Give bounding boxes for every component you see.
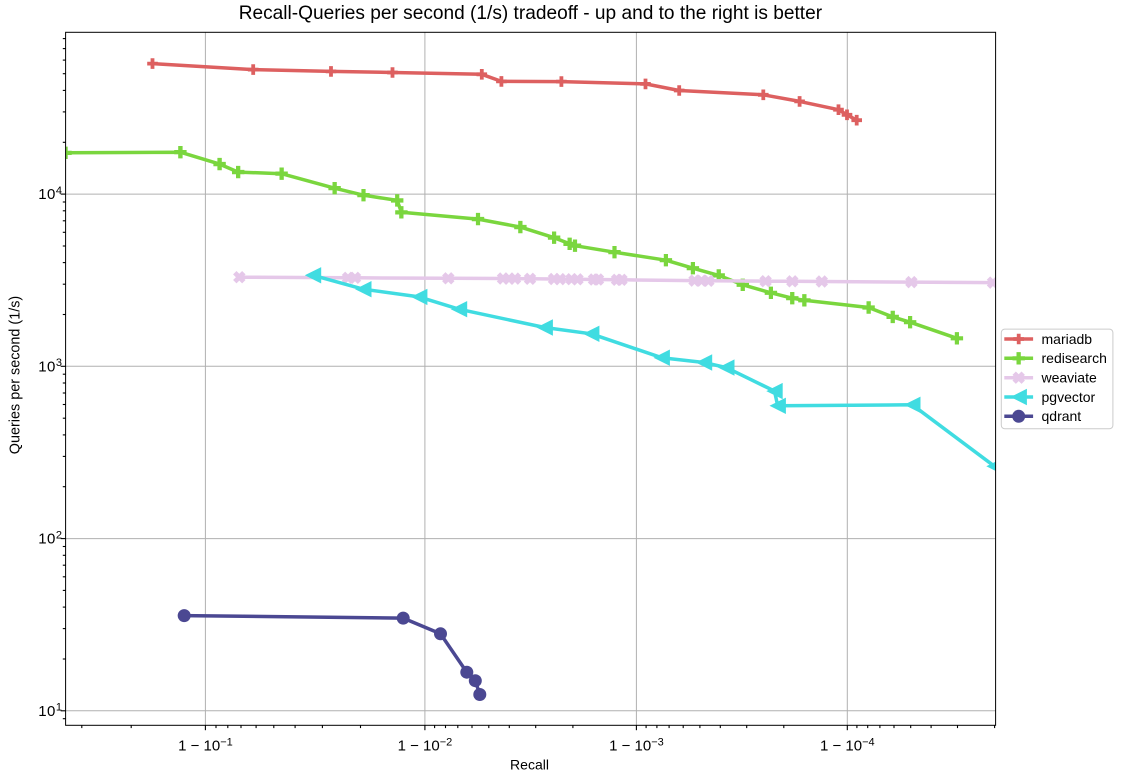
svg-text:redisearch: redisearch — [1042, 350, 1107, 366]
svg-text:qdrant: qdrant — [1042, 408, 1082, 424]
svg-text:mariadb: mariadb — [1042, 331, 1093, 347]
svg-text:1 − 10−3: 1 − 10−3 — [609, 736, 664, 754]
svg-text:Queries per second (1/s): Queries per second (1/s) — [8, 296, 24, 454]
svg-text:1 − 10−2: 1 − 10−2 — [398, 736, 453, 754]
svg-text:pgvector: pgvector — [1042, 389, 1096, 405]
svg-text:1 − 10−4: 1 − 10−4 — [820, 736, 875, 754]
svg-text:Recall: Recall — [510, 757, 549, 773]
svg-text:Recall-Queries per second (1/s: Recall-Queries per second (1/s) tradeoff… — [239, 3, 823, 24]
svg-text:1 − 10−1: 1 − 10−1 — [178, 736, 233, 754]
svg-text:weaviate: weaviate — [1041, 370, 1097, 386]
